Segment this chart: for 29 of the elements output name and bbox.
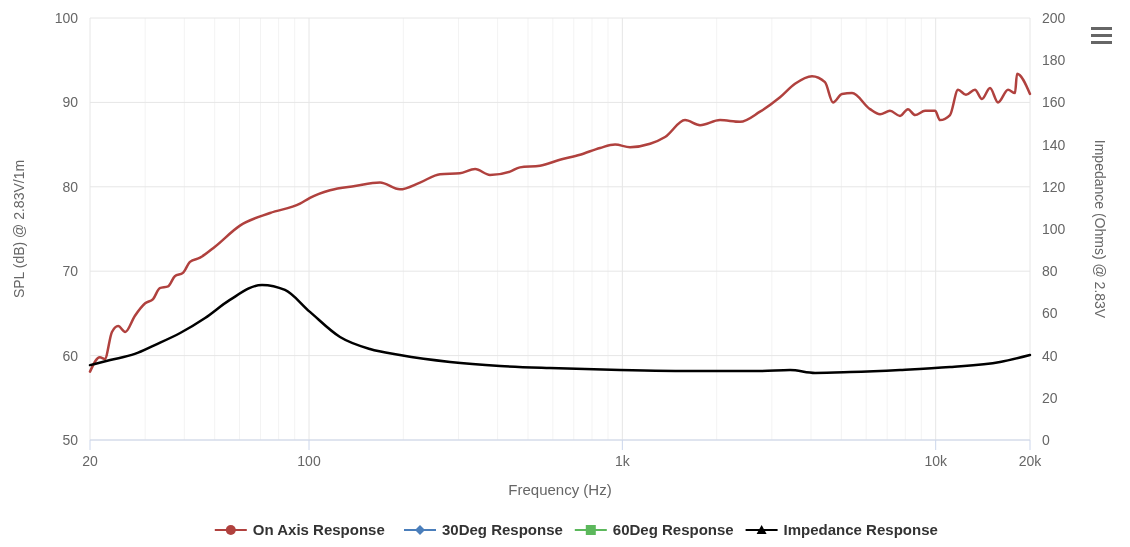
- y2-tick-label: 0: [1042, 432, 1050, 448]
- y-tick-label: 50: [62, 432, 79, 448]
- legend-label: On Axis Response: [252, 521, 385, 538]
- y-tick-label: 90: [62, 94, 79, 111]
- x-tick-label: 20k: [1018, 453, 1043, 469]
- x-axis-title: Frequency (Hz): [508, 481, 612, 498]
- y2-tick-label: 60: [1042, 305, 1058, 322]
- y2-tick-label: 40: [1042, 347, 1058, 364]
- y2-tick-label: 140: [1042, 136, 1066, 153]
- y2-tick-label: 100: [1042, 221, 1066, 237]
- y2-tick-label: 200: [1042, 10, 1066, 26]
- y2-tick-label: 180: [1042, 52, 1066, 69]
- y-axis-title: SPL (dB) @ 2.83V/1m: [11, 159, 27, 299]
- x-tick-label: 20: [82, 453, 98, 469]
- legend-label: 30Deg Response: [442, 521, 563, 538]
- x-tick-label: 10k: [924, 453, 948, 469]
- y2-tick-label: 160: [1042, 94, 1066, 111]
- y2-tick-label: 120: [1042, 178, 1066, 195]
- y-tick-label: 60: [62, 347, 79, 364]
- legend-label: 60Deg Response: [612, 521, 734, 538]
- x-tick-label: 1k: [614, 453, 631, 469]
- y2-tick-label: 20: [1042, 389, 1058, 406]
- y2-axis-title: Impedance (Ohms) @ 2.83V: [1092, 139, 1108, 319]
- y2-tick-label: 80: [1042, 263, 1058, 280]
- legend-label: Impedance Response: [783, 521, 938, 538]
- y-tick-label: 70: [62, 263, 79, 280]
- x-tick-label: 100: [297, 453, 321, 469]
- y-tick-label: 80: [62, 178, 79, 195]
- y-tick-label: 100: [54, 10, 79, 26]
